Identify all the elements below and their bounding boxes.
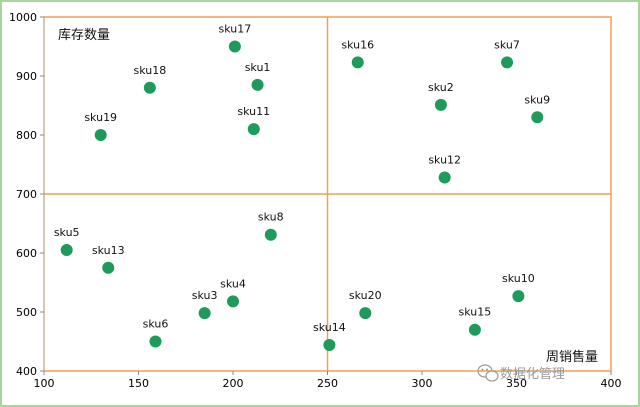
data-label-sku13: sku13 [92, 244, 125, 257]
data-point-sku6 [149, 335, 162, 348]
data-point-sku17 [228, 40, 241, 53]
data-label-sku1: sku1 [245, 61, 271, 74]
data-label-sku20: sku20 [349, 289, 382, 302]
y-tick-label: 700 [16, 188, 37, 201]
annotation-weekly-sales: 周销售量 [546, 349, 598, 365]
data-label-sku16: sku16 [341, 38, 374, 51]
x-tick-label: 150 [128, 377, 149, 390]
y-tick-label: 800 [16, 129, 37, 142]
data-label-sku10: sku10 [502, 272, 535, 285]
annotation-inventory: 库存数量 [58, 27, 110, 43]
y-tick-label: 500 [16, 306, 37, 319]
data-point-sku4 [227, 295, 239, 308]
data-point-sku14 [323, 339, 336, 352]
data-label-sku19: sku19 [84, 111, 117, 124]
data-label-sku2: sku2 [428, 81, 454, 94]
data-point-sku19 [94, 129, 107, 141]
x-tick-label: 250 [317, 377, 338, 390]
data-point-sku20 [359, 307, 372, 320]
data-label-sku12: sku12 [428, 153, 461, 166]
data-label-sku15: sku15 [459, 306, 492, 319]
data-point-sku3 [198, 307, 211, 320]
data-point-sku18 [143, 81, 156, 94]
x-tick-label: 300 [412, 377, 433, 390]
data-point-sku15 [468, 323, 481, 336]
data-point-sku2 [434, 98, 447, 111]
data-label-sku9: sku9 [524, 93, 550, 106]
data-point-sku13 [102, 261, 115, 274]
data-label-sku11: sku11 [237, 105, 270, 118]
watermark: 数据化管理 [477, 364, 565, 382]
data-label-sku8: sku8 [258, 211, 284, 224]
y-tick-label: 400 [16, 365, 37, 378]
data-point-sku1 [251, 78, 264, 91]
data-label-sku18: sku18 [133, 64, 166, 77]
data-point-sku8 [264, 228, 277, 241]
data-label-sku5: sku5 [54, 226, 80, 239]
data-label-sku6: sku6 [143, 318, 169, 331]
data-point-sku11 [247, 123, 260, 136]
data-label-sku3: sku3 [192, 289, 218, 302]
data-point-sku7 [501, 56, 514, 69]
data-label-sku7: sku7 [494, 38, 520, 51]
watermark-text: 数据化管理 [500, 367, 565, 382]
data-label-sku14: sku14 [313, 321, 346, 334]
data-point-sku10 [512, 290, 525, 303]
y-tick-label: 900 [16, 70, 37, 83]
x-tick-label: 100 [34, 377, 55, 390]
wechat-icon [477, 364, 499, 382]
data-point-sku5 [60, 244, 73, 257]
x-tick-label: 400 [601, 377, 622, 390]
y-tick-label: 1000 [9, 11, 37, 24]
y-tick-label: 600 [16, 247, 37, 260]
data-label-sku17: sku17 [219, 23, 252, 36]
data-point-sku9 [531, 111, 544, 124]
data-point-sku12 [438, 171, 451, 184]
x-tick-label: 200 [223, 377, 244, 390]
data-label-sku4: sku4 [220, 277, 246, 290]
data-point-sku16 [351, 56, 364, 69]
x-tick-label: 350 [506, 377, 527, 390]
